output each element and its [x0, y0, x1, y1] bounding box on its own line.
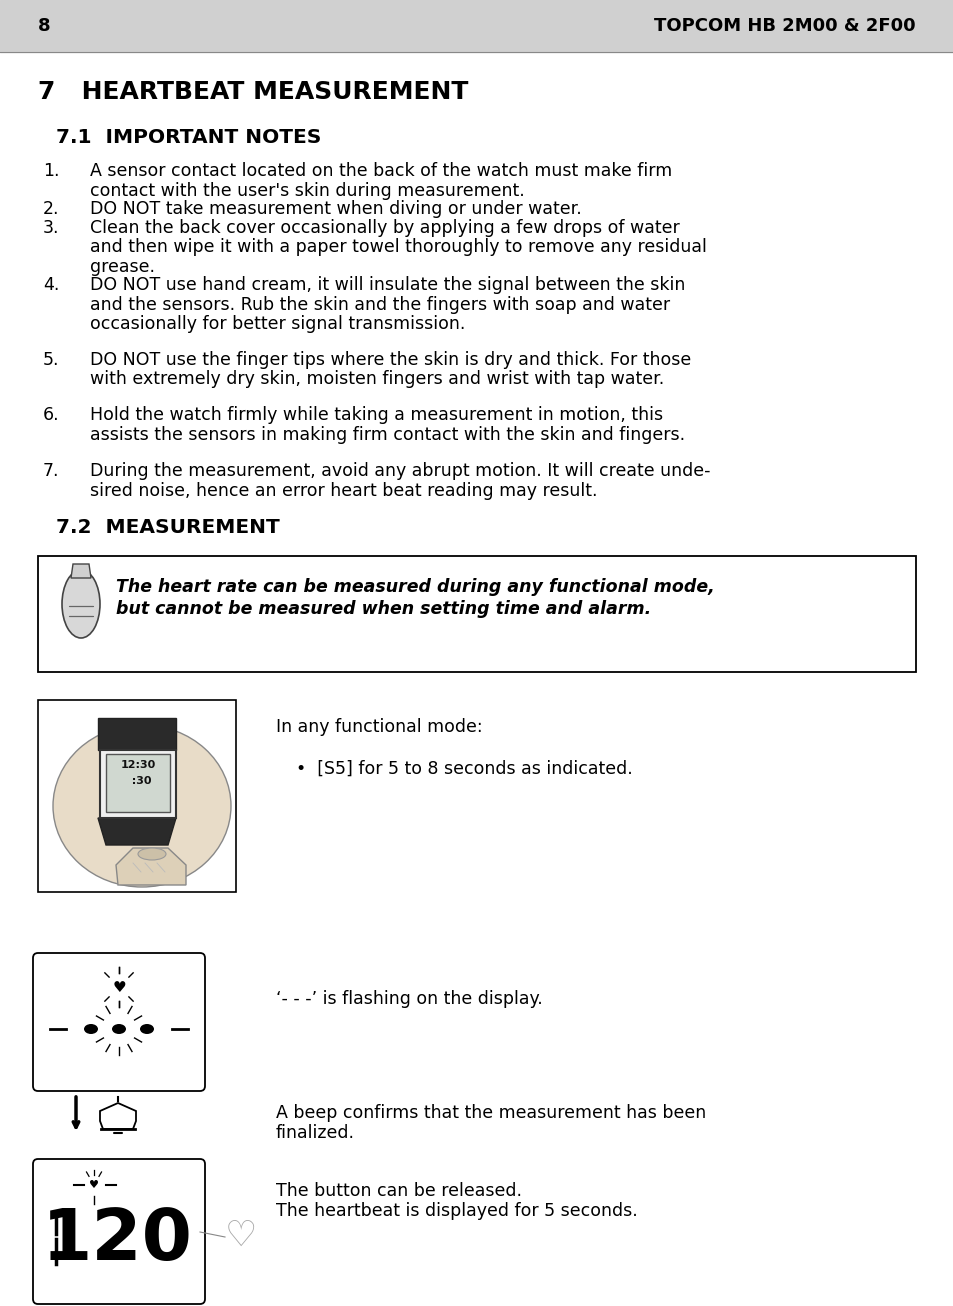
Text: 12:30: 12:30	[120, 760, 155, 771]
Text: A beep confirms that the measurement has been: A beep confirms that the measurement has…	[275, 1104, 705, 1122]
Text: sired noise, hence an error heart beat reading may result.: sired noise, hence an error heart beat r…	[90, 482, 597, 499]
Text: Hold the watch firmly while taking a measurement in motion, this: Hold the watch firmly while taking a mea…	[90, 406, 662, 424]
Text: 5.: 5.	[43, 351, 59, 370]
Text: grease.: grease.	[90, 259, 154, 276]
Text: ♥: ♥	[112, 980, 126, 995]
Text: occasionally for better signal transmission.: occasionally for better signal transmiss…	[90, 315, 465, 333]
Text: and the sensors. Rub the skin and the fingers with soap and water: and the sensors. Rub the skin and the fi…	[90, 295, 669, 313]
Text: DO NOT use hand cream, it will insulate the signal between the skin: DO NOT use hand cream, it will insulate …	[90, 276, 684, 294]
Text: 1.: 1.	[43, 162, 59, 180]
Text: 4.: 4.	[43, 276, 59, 294]
Ellipse shape	[53, 725, 231, 887]
Text: DO NOT use the finger tips where the skin is dry and thick. For those: DO NOT use the finger tips where the ski…	[90, 351, 691, 370]
Text: A sensor contact located on the back of the watch must make firm: A sensor contact located on the back of …	[90, 162, 672, 180]
Text: •  [S5] for 5 to 8 seconds as indicated.: • [S5] for 5 to 8 seconds as indicated.	[295, 760, 632, 778]
Text: The heart rate can be measured during any functional mode,: The heart rate can be measured during an…	[116, 579, 714, 596]
Polygon shape	[116, 848, 186, 885]
Text: 7.: 7.	[43, 462, 59, 481]
Bar	[38, 700, 235, 892]
Ellipse shape	[62, 569, 100, 639]
Text: The heartbeat is displayed for 5 seconds.: The heartbeat is displayed for 5 seconds…	[275, 1202, 638, 1220]
Text: TOPCOM HB 2M00 & 2F00: TOPCOM HB 2M00 & 2F00	[654, 17, 915, 35]
Bar	[38, 556, 915, 673]
Polygon shape	[98, 818, 175, 845]
Text: During the measurement, avoid any abrupt motion. It will create unde-: During the measurement, avoid any abrupt…	[90, 462, 710, 481]
Text: 120: 120	[42, 1205, 193, 1275]
FancyBboxPatch shape	[33, 953, 205, 1091]
Ellipse shape	[112, 1024, 126, 1034]
FancyBboxPatch shape	[33, 1158, 205, 1303]
Text: 2.: 2.	[43, 200, 59, 218]
Text: with extremely dry skin, moisten fingers and wrist with tap water.: with extremely dry skin, moisten fingers…	[90, 371, 663, 388]
Text: Clean the back cover occasionally by applying a few drops of water: Clean the back cover occasionally by app…	[90, 219, 679, 236]
Text: 7   HEARTBEAT MEASUREMENT: 7 HEARTBEAT MEASUREMENT	[38, 80, 468, 104]
Bar	[100, 750, 175, 818]
Text: :30: :30	[124, 776, 152, 786]
Text: 3.: 3.	[43, 219, 59, 236]
Ellipse shape	[138, 848, 166, 859]
Text: In any functional mode:: In any functional mode:	[275, 718, 482, 737]
Text: 7.1  IMPORTANT NOTES: 7.1 IMPORTANT NOTES	[56, 128, 321, 148]
Text: ♥: ♥	[89, 1181, 99, 1190]
Text: ‘- - -’ is flashing on the display.: ‘- - -’ is flashing on the display.	[275, 990, 542, 1008]
Text: finalized.: finalized.	[275, 1123, 355, 1141]
Text: The button can be released.: The button can be released.	[275, 1182, 521, 1200]
Ellipse shape	[84, 1024, 98, 1034]
Text: assists the sensors in making firm contact with the skin and fingers.: assists the sensors in making firm conta…	[90, 426, 684, 444]
Text: 6.: 6.	[43, 406, 59, 424]
Polygon shape	[100, 1104, 136, 1128]
Text: 8: 8	[38, 17, 51, 35]
Text: DO NOT take measurement when diving or under water.: DO NOT take measurement when diving or u…	[90, 200, 581, 218]
Text: 7.2  MEASUREMENT: 7.2 MEASUREMENT	[56, 518, 279, 537]
Text: but cannot be measured when setting time and alarm.: but cannot be measured when setting time…	[116, 599, 651, 618]
Text: and then wipe it with a paper towel thoroughly to remove any residual: and then wipe it with a paper towel thor…	[90, 239, 706, 256]
Polygon shape	[98, 718, 175, 750]
Bar	[106, 754, 170, 812]
Ellipse shape	[140, 1024, 153, 1034]
Polygon shape	[71, 564, 91, 579]
Text: contact with the user's skin during measurement.: contact with the user's skin during meas…	[90, 182, 524, 200]
Bar	[0, 0, 953, 52]
Text: ♡: ♡	[225, 1218, 257, 1252]
